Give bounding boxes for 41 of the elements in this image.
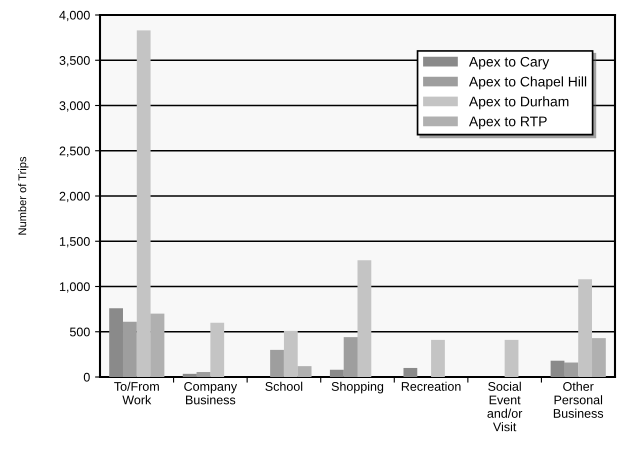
bar xyxy=(403,368,418,377)
y-axis-title: Number of Trips xyxy=(18,156,28,235)
bar xyxy=(330,370,344,377)
legend-label: Apex to Chapel Hill xyxy=(468,76,586,90)
bar xyxy=(578,279,592,377)
y-tick-label: 3,000 xyxy=(59,101,90,112)
bar xyxy=(136,30,151,377)
y-tick-label: 500 xyxy=(70,328,90,336)
bar xyxy=(564,362,578,377)
y-tick-label: 4,000 xyxy=(59,10,90,22)
y-tick-label: 0 xyxy=(84,372,90,382)
bar xyxy=(270,350,284,377)
x-tick-label: Other Personal Business xyxy=(554,382,604,418)
bar xyxy=(182,374,197,377)
bar xyxy=(109,308,123,377)
bar xyxy=(431,340,445,377)
x-tick-label: To/From Work xyxy=(114,382,159,404)
bar xyxy=(504,340,518,377)
legend-label: Apex to RTP xyxy=(468,116,547,130)
x-tick-label: Shopping xyxy=(332,382,384,394)
x-tick-label: School xyxy=(265,382,302,391)
y-tick-label: 3,500 xyxy=(59,56,90,66)
bar xyxy=(592,338,606,377)
bar xyxy=(284,330,298,377)
bar xyxy=(358,260,372,377)
legend-label: Apex to Cary xyxy=(468,56,550,70)
y-tick-label: 2,500 xyxy=(60,146,90,157)
x-tick-label: Company Business xyxy=(184,382,238,404)
bar xyxy=(210,322,224,377)
y-tick-label: 1,500 xyxy=(60,237,90,248)
legend-label: Apex to Durham xyxy=(468,96,568,110)
bar xyxy=(122,322,137,377)
bar xyxy=(150,314,164,377)
bar xyxy=(344,337,358,377)
y-tick-label: 2,000 xyxy=(60,192,90,202)
bar xyxy=(196,372,210,377)
y-tick-label: 1,000 xyxy=(60,282,90,293)
x-tick-label: Social Event and/or Visit xyxy=(487,382,522,432)
bar xyxy=(298,366,312,377)
bar xyxy=(550,360,564,377)
x-tick-label: Recreation xyxy=(402,382,460,391)
